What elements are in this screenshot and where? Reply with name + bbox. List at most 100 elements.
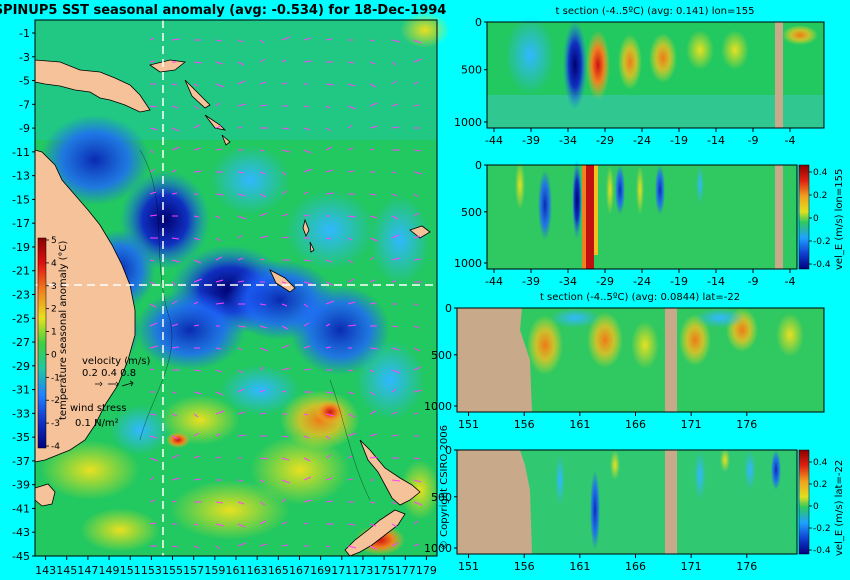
wind-arrow <box>369 193 377 196</box>
colorbar-tick-label: 1 <box>51 328 57 338</box>
y-tick-label: -31 <box>12 384 30 397</box>
wind-arrow <box>149 522 157 525</box>
colorbar-ticks: 5 4 3 2 1 0 -1 -2 -3 -4 <box>46 236 60 452</box>
wind-arrow <box>303 191 309 195</box>
wind-arrow <box>391 39 401 43</box>
x-tick-label: 165 <box>268 564 289 577</box>
x-tick-label: 173 <box>352 564 373 577</box>
wind-arrow <box>325 281 334 286</box>
x-tick-label: 151 <box>120 564 141 577</box>
wind-arrow <box>347 105 357 110</box>
section-3-land-mask <box>665 308 677 412</box>
y-tick-label: -13 <box>12 170 30 183</box>
section-x-tick-label: -39 <box>522 134 540 147</box>
y-tick-label: -15 <box>12 193 30 206</box>
wind-arrow <box>237 501 245 505</box>
wind-arrow <box>391 171 397 174</box>
section-x-tick-label: 161 <box>569 560 590 573</box>
wind-arrow <box>259 501 266 506</box>
depth-contour <box>139 149 173 441</box>
section-x-tick-label: -24 <box>633 134 651 147</box>
wind-arrow <box>391 501 397 505</box>
wind-arrow <box>303 149 312 154</box>
section-4-panel <box>456 448 798 555</box>
section-x-tick-label: -24 <box>633 275 651 288</box>
velocity-key-values: 0.2 0.4 0.8 <box>82 368 136 379</box>
x-tick-label: 161 <box>226 564 247 577</box>
wind-arrow <box>193 523 199 526</box>
wind-arrow <box>281 521 288 525</box>
section-x-tick-label: -29 <box>596 134 614 147</box>
land-solomon-islands <box>184 79 231 146</box>
wind-arrow <box>347 170 355 173</box>
wind-arrow <box>215 193 225 196</box>
land-fiji <box>409 225 431 239</box>
section-2-colorbar-ticks: 0.4 0.2 0 -0.2 -0.4 <box>809 168 831 270</box>
wind-arrow <box>281 190 288 195</box>
wind-arrow <box>347 301 356 305</box>
wind-arrow <box>303 60 313 63</box>
wind-arrow <box>171 127 180 132</box>
wind-arrow <box>325 454 332 459</box>
wind-arrow <box>149 127 159 131</box>
y-tick-label: -3 <box>19 51 30 64</box>
wind-arrow <box>237 411 246 415</box>
wind-arrow <box>413 149 422 152</box>
colorbar-tick-label: 3 <box>51 282 57 292</box>
x-tick-label: 169 <box>310 564 331 577</box>
wind-arrow <box>281 59 287 63</box>
wind-arrow <box>281 149 291 153</box>
land-new-zealand-north <box>359 439 421 506</box>
section-3-y-axis: 0 500 1000 <box>424 302 457 413</box>
wind-arrow <box>369 279 376 283</box>
wind-arrow <box>369 302 377 305</box>
wind-arrow <box>193 391 203 395</box>
wind-arrow <box>413 58 423 63</box>
wind-arrow <box>325 435 331 440</box>
y-tick-label: -19 <box>12 241 30 254</box>
wind-key-value: 0.1 N/m² <box>75 418 119 429</box>
velocity-key-label: velocity (m/s) <box>82 356 150 367</box>
x-tick-label: 143 <box>35 564 56 577</box>
wind-arrow <box>325 545 331 548</box>
wind-arrow <box>369 237 379 242</box>
wind-arrow <box>281 213 289 217</box>
section-x-tick-label: -34 <box>559 275 577 288</box>
wind-arrow <box>325 346 332 349</box>
wind-arrow <box>303 322 310 327</box>
section-2-eastward-jet <box>515 160 525 210</box>
velocity-colorbar-tick-label: -0.2 <box>813 524 831 534</box>
wind-arrow <box>303 499 313 503</box>
wind-arrow <box>149 345 159 349</box>
wind-arrow <box>347 215 357 218</box>
wind-arrow <box>369 148 375 151</box>
wind-arrow <box>237 388 245 393</box>
temperature-colorbar: 5 4 3 2 1 0 -1 -2 -3 -4 temperature seasonal anom… <box>37 236 69 452</box>
wind-arrow <box>259 104 268 107</box>
wind-arrow <box>413 303 419 306</box>
wind-arrow <box>215 369 223 373</box>
wind-arrow <box>347 147 354 151</box>
section-4-eastward-jet <box>720 448 730 472</box>
wind-arrow <box>171 454 180 459</box>
wind-arrow <box>391 347 400 351</box>
section-4-x-axis: 151 156 161 166 171 176 <box>458 554 757 573</box>
wind-arrow <box>171 500 177 503</box>
section-3-cold-patch <box>695 308 745 328</box>
wind-arrow <box>303 127 311 131</box>
section-y-tick-label: 1000 <box>454 116 482 129</box>
wind-arrow <box>149 168 156 173</box>
wind-arrow <box>303 214 310 217</box>
wind-arrow <box>171 477 181 481</box>
wind-arrow <box>369 61 376 65</box>
wind-arrow <box>347 124 353 129</box>
wind-arrow <box>237 126 243 129</box>
wind-arrow <box>303 368 312 371</box>
wind-arrow <box>193 413 199 418</box>
y-tick-label: -9 <box>19 122 30 135</box>
section-3-warm-eddy <box>587 312 623 368</box>
wind-arrow <box>303 37 312 41</box>
y-tick-label: -45 <box>12 550 30 563</box>
wind-arrow <box>171 413 178 417</box>
wind-arrow <box>259 303 267 306</box>
